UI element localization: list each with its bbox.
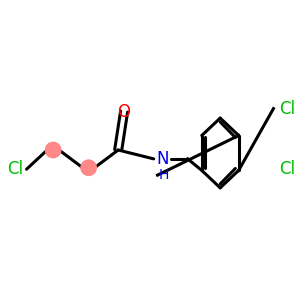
Circle shape [45, 142, 61, 158]
Text: H: H [158, 168, 169, 182]
Text: N: N [156, 150, 169, 168]
Text: Cl: Cl [279, 160, 296, 178]
Text: O: O [118, 103, 130, 121]
Text: Cl: Cl [279, 100, 296, 118]
Text: Cl: Cl [8, 160, 24, 178]
Circle shape [81, 160, 96, 176]
